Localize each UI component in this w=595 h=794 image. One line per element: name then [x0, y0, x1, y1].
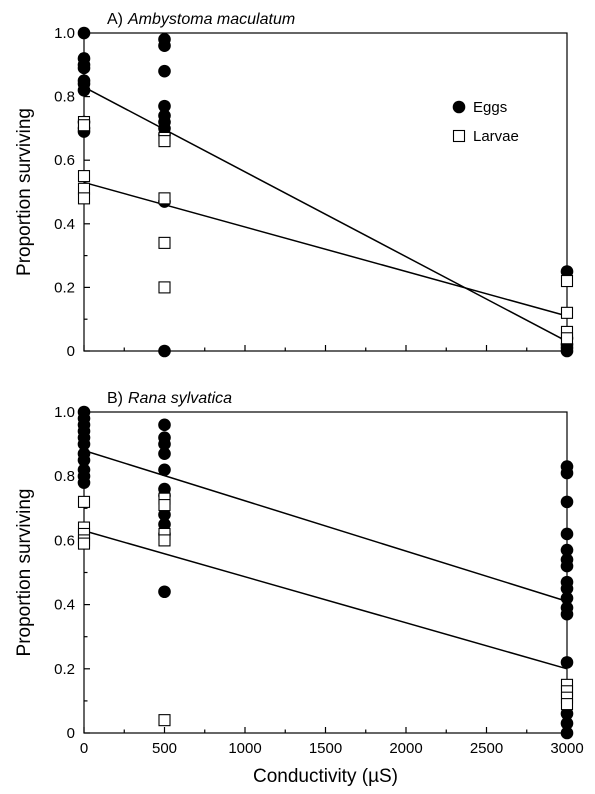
data-point-egg	[560, 717, 574, 730]
y-tick-label: 1.0	[54, 25, 75, 42]
data-point-larva	[158, 135, 171, 148]
fit-line-eggs	[83, 86, 568, 343]
x-tick-label: 3000	[550, 740, 583, 757]
plot-frame	[83, 411, 568, 734]
data-point-egg	[560, 495, 574, 509]
data-point-egg	[158, 508, 171, 522]
panel-label: B)	[107, 390, 123, 407]
fit-line-eggs	[83, 449, 568, 603]
legend-label-larvae: Larvae	[473, 128, 519, 145]
data-point-egg	[77, 437, 91, 451]
data-point-egg	[560, 527, 574, 541]
y-tick-label: 0.6	[54, 152, 75, 169]
data-point-larva	[77, 537, 91, 550]
y-axis-title: Proportion surviving	[14, 489, 35, 657]
data-point-egg	[77, 476, 91, 489]
y-tick-label: 0.6	[54, 532, 75, 549]
data-point-larva	[158, 281, 171, 294]
x-tick-label: 500	[152, 740, 177, 757]
data-point-larva	[77, 495, 91, 508]
data-point-egg	[77, 61, 91, 75]
data-point-larva	[560, 306, 574, 319]
panel-b: 0 500 1000 1500 2000 2500 3000 0 0.2 0.4 0.6 0.8 1.0…	[14, 390, 584, 787]
y-axis-title: Proportion surviving	[14, 108, 35, 276]
x-axis-title: Conductivity (µS)	[253, 766, 398, 787]
fit-line-larvae	[83, 181, 568, 317]
legend-marker-eggs	[452, 100, 466, 114]
x-tick-label: 2000	[389, 740, 422, 757]
data-point-egg	[560, 726, 574, 740]
data-point-egg	[158, 99, 171, 113]
x-tick-label: 1500	[309, 740, 342, 757]
data-point-egg	[158, 518, 171, 531]
data-point-egg	[560, 607, 574, 621]
x-tick-label: 0	[80, 740, 88, 757]
data-point-egg	[560, 656, 574, 669]
data-point-egg	[560, 265, 574, 278]
y-tick-label: 1.0	[54, 404, 75, 421]
data-point-egg	[77, 26, 91, 40]
x-tick-label: 1000	[228, 740, 261, 757]
data-point-egg	[77, 453, 91, 467]
panel-title: Ambystoma maculatum	[127, 11, 295, 28]
data-point-larva	[158, 714, 171, 727]
y-tick-label: 0.2	[54, 279, 75, 296]
data-point-egg	[158, 64, 171, 78]
data-point-larva	[560, 274, 574, 288]
data-point-egg	[158, 344, 171, 358]
data-point-egg	[158, 463, 171, 477]
data-point-egg	[158, 418, 171, 432]
data-point-egg	[77, 83, 91, 97]
data-point-larva	[158, 236, 171, 249]
fit-line-larvae	[83, 530, 568, 670]
data-point-larva	[77, 170, 91, 183]
data-point-egg	[560, 591, 574, 605]
y-tick-label: 0	[67, 725, 75, 742]
y-tick-label: 0.2	[54, 661, 75, 678]
data-point-egg	[560, 344, 574, 358]
data-point-larva	[158, 499, 171, 512]
data-point-larva	[158, 192, 171, 205]
y-tick-label: 0.4	[54, 597, 75, 614]
data-point-larva	[158, 534, 171, 547]
data-point-egg	[560, 559, 574, 573]
y-tick-label: 0	[67, 343, 75, 360]
data-point-egg	[560, 582, 574, 595]
panel-a: 0 0.2 0.4 0.6 0.8 1.0 Proportion surviving A) Am…	[14, 11, 574, 360]
data-point-egg	[560, 543, 574, 557]
data-point-larva	[560, 332, 574, 345]
data-point-egg	[158, 39, 171, 53]
data-point-larva	[77, 192, 91, 205]
data-point-egg	[158, 585, 171, 599]
y-tick-label: 0.8	[54, 468, 75, 485]
y-tick-label: 0.8	[54, 89, 75, 106]
data-point-egg	[158, 437, 171, 451]
data-point-egg	[560, 707, 574, 721]
data-point-egg	[158, 447, 171, 461]
data-point-larva	[77, 119, 91, 132]
legend-marker-larvae	[452, 129, 466, 143]
x-tick-label: 2500	[470, 740, 503, 757]
panel-title: Rana sylvatica	[128, 390, 232, 407]
legend-label-eggs: Eggs	[473, 99, 507, 116]
data-point-larva	[560, 698, 574, 711]
data-point-egg	[560, 466, 574, 480]
panel-label: A)	[107, 11, 123, 28]
y-tick-label: 0.4	[54, 216, 75, 233]
